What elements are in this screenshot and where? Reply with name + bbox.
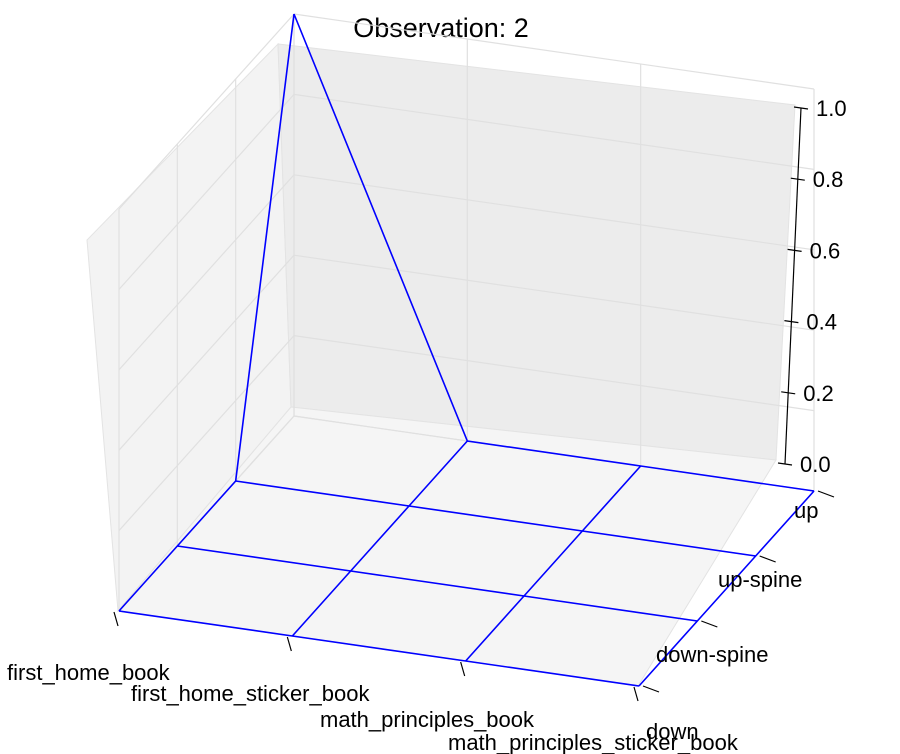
y-tick-label: down-spine xyxy=(656,642,769,667)
wire-col-math_principles_sticker_book xyxy=(638,490,815,687)
y-tick xyxy=(817,490,835,498)
z-axis: 0.0 0.2 0.4 0.6 0.8 1.0 xyxy=(777,96,847,477)
y-tick-label: up xyxy=(794,498,818,523)
z-grid-line-back xyxy=(293,174,815,251)
x-tick xyxy=(113,611,119,627)
wire-col-math_principles_book xyxy=(465,465,642,662)
x-tick xyxy=(286,636,292,652)
y-tick-label: down xyxy=(646,719,699,744)
y-tick xyxy=(701,620,718,628)
z-tick-label: 0.6 xyxy=(810,238,841,263)
x-tick xyxy=(633,686,639,702)
right-back-pane xyxy=(277,43,796,461)
y-tick xyxy=(642,685,660,693)
x-tick-label: first_home_book xyxy=(7,660,171,685)
wire-row-down-spine xyxy=(177,545,698,622)
z-tick xyxy=(784,320,799,324)
x-tick-label: math_principles_sticker_book xyxy=(448,730,739,754)
z-tick-label: 0.4 xyxy=(806,310,837,335)
z-tick xyxy=(781,391,796,395)
y-axis: down down-spine up-spine up xyxy=(642,490,835,744)
z-grid-line-side xyxy=(118,93,295,290)
wireframe-surface xyxy=(118,13,815,687)
z-tick-label: 0.2 xyxy=(803,381,834,406)
z-tick xyxy=(777,462,793,466)
x-axis: first_home_bookfirst_home_sticker_bookma… xyxy=(7,611,739,754)
z-grid-line-back xyxy=(293,13,815,90)
wire-row-down xyxy=(118,610,640,687)
z-grid-line-side xyxy=(118,13,295,210)
z-grid-line-side xyxy=(118,174,295,371)
z-grid-line-side xyxy=(118,254,295,451)
y-tick xyxy=(759,555,776,563)
y-tick-label: up-spine xyxy=(718,567,802,592)
x-tick xyxy=(460,661,466,677)
x-tick-label: math_principles_book xyxy=(320,707,535,732)
wire-col-first_home_book xyxy=(118,13,295,612)
z-tick-label: 1.0 xyxy=(816,96,847,121)
z-tick xyxy=(790,177,805,181)
z-grid-line-back xyxy=(293,93,815,170)
chart-title: Observation: 2 xyxy=(353,13,529,43)
z-tick xyxy=(793,106,809,110)
z-tick xyxy=(787,248,802,252)
x-tick-label: first_home_sticker_book xyxy=(131,681,370,706)
z-axis-line xyxy=(784,107,802,465)
z-tick-label: 0.0 xyxy=(800,452,831,477)
z-grid-line-side xyxy=(118,335,295,532)
z-grid-line-back xyxy=(293,335,815,412)
z-tick-label: 0.8 xyxy=(813,167,844,192)
wire-col-first_home_sticker_book xyxy=(291,440,468,637)
z-grid-line-back xyxy=(293,254,815,331)
wire-row-up-spine xyxy=(235,480,756,557)
wire-row-up xyxy=(293,13,815,492)
